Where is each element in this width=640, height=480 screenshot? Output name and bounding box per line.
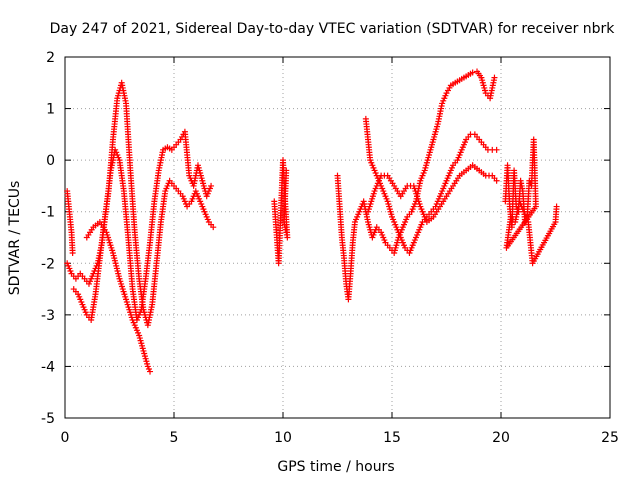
data-point [493, 146, 500, 153]
x-tick-label: 0 [61, 430, 70, 446]
x-tick-label: 5 [170, 430, 179, 446]
data-point [491, 74, 498, 81]
data-point [553, 203, 560, 210]
chart-title: Day 247 of 2021, Sidereal Day-to-day VTE… [50, 21, 616, 37]
y-tick-label: 1 [46, 102, 55, 118]
axis-ticks [64, 56, 611, 419]
x-tick-label: 25 [601, 430, 619, 446]
series-trace-d [64, 157, 291, 267]
y-tick-label: -5 [41, 411, 55, 427]
series-trace-f [362, 115, 500, 256]
data-point [493, 177, 500, 184]
data-point [210, 224, 217, 231]
series-trace-c [83, 219, 154, 375]
data-point [208, 182, 215, 189]
series-trace-g [365, 162, 500, 226]
x-tick-label: 10 [274, 430, 292, 446]
y-tick-label: -1 [41, 205, 55, 221]
y-axis-label: SDTVAR / TECUs [7, 181, 23, 296]
data-point [469, 69, 476, 76]
y-tick-label: -3 [41, 308, 55, 324]
data-point [283, 167, 290, 174]
y-tick-label: -2 [41, 256, 55, 272]
series-trace-h [502, 136, 560, 267]
y-tick-label: 2 [46, 50, 55, 66]
data-points [64, 68, 560, 375]
plot-frame [64, 56, 611, 419]
data-point [147, 368, 154, 375]
series-trace-b [70, 79, 217, 329]
x-axis-label: GPS time / hours [277, 459, 394, 475]
y-tick-label: 0 [46, 153, 55, 169]
y-tick-label: -4 [41, 359, 55, 375]
x-tick-label: 15 [383, 430, 401, 446]
data-point [69, 249, 76, 256]
x-tick-label: 20 [492, 430, 510, 446]
